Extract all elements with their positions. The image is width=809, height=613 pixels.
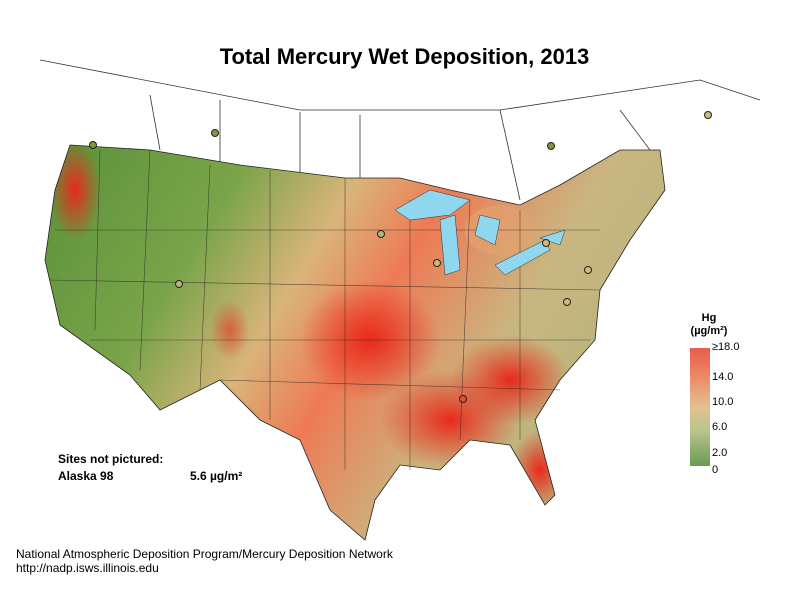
legend-tick: 6.0 — [712, 421, 728, 433]
state-borders — [49, 149, 601, 470]
legend-color-bar — [690, 348, 710, 466]
sites-not-pictured-heading: Sites not pictured: — [58, 452, 164, 466]
legend-tick: 14.0 — [712, 371, 734, 383]
legend-tick: 2.0 — [712, 447, 728, 459]
deposition-surface — [45, 145, 665, 540]
map-title: Total Mercury Wet Deposition, 2013 — [219, 44, 590, 69]
monitoring-sites — [89, 111, 712, 403]
great-lakes — [394, 189, 566, 276]
credit-url: http://nadp.isws.illinois.edu — [16, 561, 159, 575]
sites-not-pictured-value: 5.6 µg/m² — [190, 469, 243, 483]
legend-title-units: (µg/m²) — [690, 325, 728, 337]
legend-tick: 0 — [712, 464, 719, 476]
legend-title: Hg (µg/m²) — [684, 312, 734, 338]
legend-tick: 10.0 — [712, 396, 734, 408]
credit-line: National Atmospheric Deposition Program/… — [16, 547, 393, 561]
canada-outline — [39, 59, 761, 201]
legend-title-hg: Hg — [701, 312, 717, 324]
legend-tick: ≥18.0 — [712, 341, 740, 353]
sites-not-pictured-site: Alaska 98 — [58, 469, 114, 483]
